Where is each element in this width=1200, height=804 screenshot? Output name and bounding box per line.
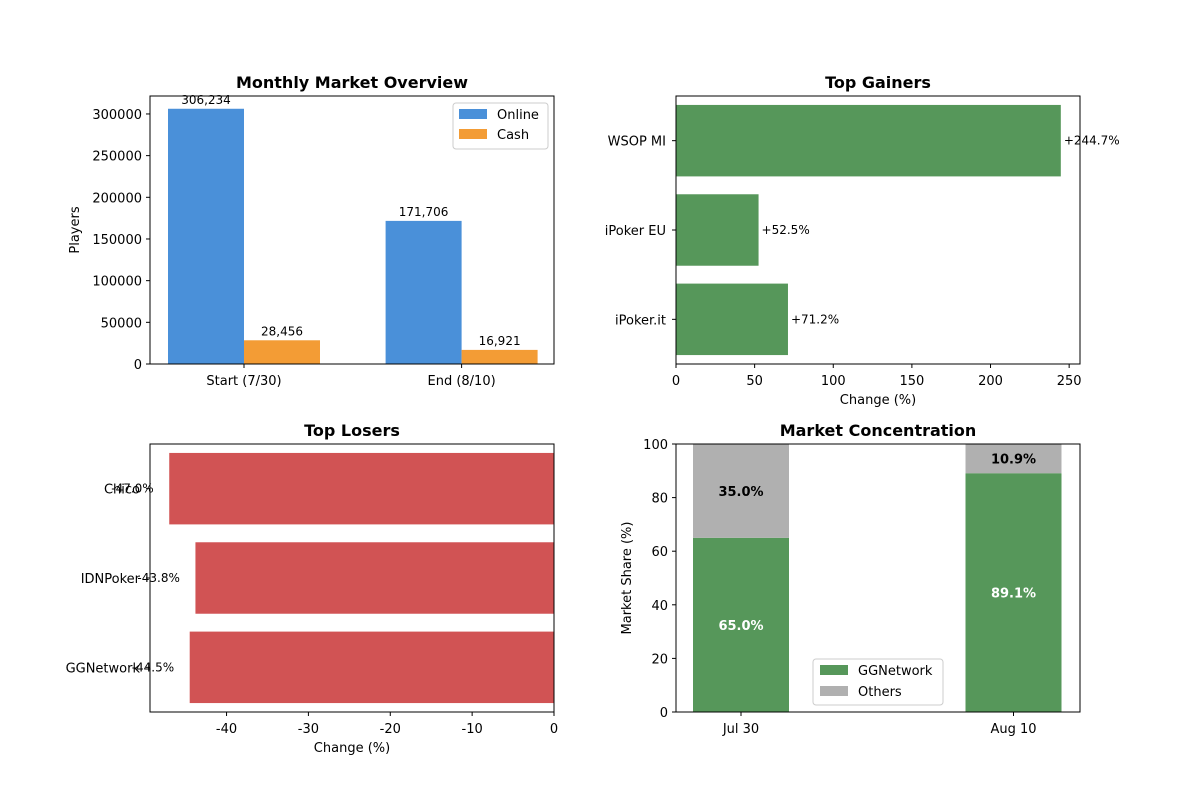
overview-x-tick-label-0: Start (7/30) [206, 374, 281, 389]
overview-y-tick-label-0: 0 [134, 358, 142, 373]
overview-y-tick-label-2: 100000 [92, 275, 142, 290]
concentration-legend-label-ggnetwork: GGNetwork [858, 664, 933, 679]
concentration-plot-area: 65.0% 35.0% Jul 30 89.1% 10.9% Aug 10 0 20 40 60 8… [643, 438, 1062, 737]
gainers-data-label-ipoker-eu: +52.5% [762, 223, 810, 237]
overview-data-label-cash-0: 28,456 [261, 324, 303, 338]
overview-legend-label-online: Online [497, 108, 539, 123]
concentration-y-tick-label-1: 20 [651, 652, 668, 667]
gainers-plot-area: +244.7% WSOP MI +52.5% iPoker EU +71.2% iPoke… [605, 104, 1120, 389]
overview-panel: Monthly Market Overview Players 306,234 2… [68, 73, 555, 389]
concentration-y-tick-label-0: 0 [660, 706, 668, 721]
concentration-bar-ggnetwork-1 [965, 473, 1062, 712]
losers-x-tick-label-4: 0 [550, 722, 558, 737]
concentration-legend-swatch-others [820, 686, 848, 696]
gainers-title: Top Gainers [825, 73, 931, 92]
overview-y-axis-label: Players [68, 206, 83, 253]
overview-data-label-cash-1: 16,921 [479, 334, 521, 348]
gainers-y-tick-label-ipoker-it: iPoker.it [615, 313, 666, 328]
gainers-x-tick-label-1: 50 [746, 374, 763, 389]
gainers-x-tick-label-5: 250 [1057, 374, 1082, 389]
overview-data-label-online-1: 171,706 [399, 205, 449, 219]
gainers-panel: Top Gainers Change (%) +244.7% WSOP MI +52… [605, 73, 1120, 408]
overview-bar-online-1 [385, 220, 462, 364]
losers-x-tick-label-1: -30 [298, 722, 319, 737]
losers-bar-chico [169, 452, 554, 525]
losers-title: Top Losers [304, 421, 400, 440]
gainers-x-tick-label-2: 100 [821, 374, 846, 389]
gainers-data-label-wsop-mi: +244.7% [1064, 134, 1120, 148]
overview-plot-area: 306,234 28,456 Start (7/30) 171,706 16,921 En… [92, 93, 538, 389]
overview-bar-cash-1 [461, 349, 538, 364]
gainers-bar-ipoker-it [676, 283, 788, 356]
losers-x-tick-label-3: -10 [462, 722, 483, 737]
losers-bar-idnpoker [195, 542, 555, 614]
losers-plot-area: -47.0%Chico -43.8%IDNPoker -44.5%GGNetwork… [66, 452, 558, 737]
overview-y-tick-label-4: 200000 [92, 191, 142, 206]
concentration-y-tick-label-2: 40 [651, 599, 668, 614]
gainers-bar-wsop-mi [676, 104, 1061, 177]
concentration-y-tick-label-3: 60 [651, 545, 668, 560]
concentration-y-tick-label-5: 100 [643, 438, 668, 453]
gainers-y-tick-label-ipoker-eu: iPoker EU [605, 224, 666, 239]
overview-frame [149, 95, 555, 365]
overview-y-tick-label-3: 150000 [92, 233, 142, 248]
overview-legend-label-cash: Cash [497, 128, 529, 143]
concentration-y-axis-label: Market Share (%) [620, 522, 635, 635]
losers-y-tick-label-chico: Chico [104, 483, 140, 498]
overview-bar-online-0 [168, 108, 244, 364]
concentration-frame [675, 443, 1081, 713]
concentration-legend-label-others: Others [858, 685, 902, 700]
overview-data-label-online-0: 306,234 [181, 93, 231, 107]
concentration-bar-ggnetwork-0 [693, 537, 789, 712]
gainers-bar-ipoker-eu [676, 194, 759, 266]
gainers-x-tick-label-3: 150 [899, 374, 924, 389]
gainers-x-axis-label: Change (%) [840, 393, 916, 408]
concentration-x-tick-label-1: Aug 10 [990, 722, 1036, 737]
gainers-frame [675, 95, 1081, 365]
concentration-y-tick-label-4: 80 [651, 492, 668, 507]
concentration-panel: Market Concentration Market Share (%) 65… [620, 421, 1081, 737]
losers-x-tick-label-0: -40 [216, 722, 237, 737]
losers-y-tick-label-ggnetwork: GGNetwork [66, 661, 141, 676]
gainers-x-tick-label-4: 200 [978, 374, 1003, 389]
gainers-x-tick-label-0: 0 [672, 374, 680, 389]
gainers-y-tick-label-wsop-mi: WSOP MI [608, 135, 666, 150]
overview-legend-swatch-online [459, 109, 487, 119]
concentration-data-label-ggnetwork-1: 89.1% [991, 587, 1036, 602]
overview-y-tick-label-6: 300000 [92, 108, 142, 123]
overview-legend: Online Cash [452, 102, 549, 150]
concentration-legend-swatch-ggnetwork [820, 665, 848, 675]
losers-frame [149, 443, 555, 713]
losers-x-tick-label-2: -20 [380, 722, 401, 737]
concentration-legend: GGNetwork Others [812, 658, 944, 706]
losers-bar-ggnetwork [189, 631, 554, 704]
overview-y-tick-label-1: 50000 [101, 316, 142, 331]
concentration-data-label-others-1: 10.9% [991, 453, 1036, 468]
concentration-bar-others-0 [693, 444, 789, 538]
overview-title: Monthly Market Overview [236, 73, 468, 92]
losers-data-label-chico: -47.0% [111, 482, 153, 496]
concentration-title: Market Concentration [780, 421, 977, 440]
overview-legend-swatch-cash [459, 129, 487, 139]
concentration-bar-others-1 [965, 444, 1062, 474]
gainers-data-label-ipoker-it: +71.2% [791, 312, 839, 326]
concentration-data-label-ggnetwork-0: 65.0% [718, 619, 763, 634]
losers-panel: Top Losers Change (%) -47.0%Chico -43.8%I… [66, 421, 559, 756]
losers-y-tick-label-idnpoker: IDNPoker [81, 572, 141, 587]
overview-x-tick-label-1: End (8/10) [428, 374, 496, 389]
overview-y-tick-label-5: 250000 [92, 150, 142, 165]
concentration-x-tick-label-0: Jul 30 [722, 722, 759, 737]
losers-data-label-idnpoker: -43.8% [137, 571, 179, 585]
losers-x-axis-label: Change (%) [314, 741, 390, 756]
overview-bar-cash-0 [244, 340, 320, 364]
losers-data-label-ggnetwork: -44.5% [132, 660, 174, 674]
concentration-data-label-others-0: 35.0% [718, 485, 763, 500]
